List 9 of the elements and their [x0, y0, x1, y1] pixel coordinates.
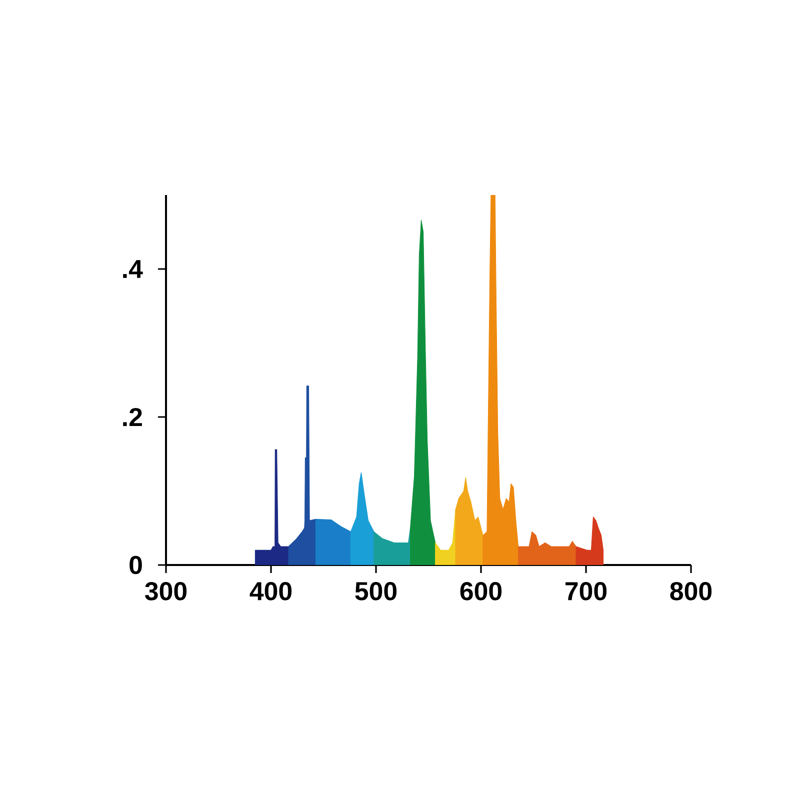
- y-tick-label: .4: [123, 260, 143, 278]
- y-tick-label: .2: [123, 408, 142, 426]
- x-tick-label: 700: [566, 582, 607, 600]
- x-tick-label: 300: [144, 582, 187, 600]
- x-tick-label: 500: [355, 582, 397, 600]
- x-tick-label: 800: [670, 582, 712, 600]
- x-tick-label: 400: [250, 582, 292, 600]
- x-tick-label: 600: [460, 582, 502, 600]
- y-tick-label: 0: [130, 556, 142, 574]
